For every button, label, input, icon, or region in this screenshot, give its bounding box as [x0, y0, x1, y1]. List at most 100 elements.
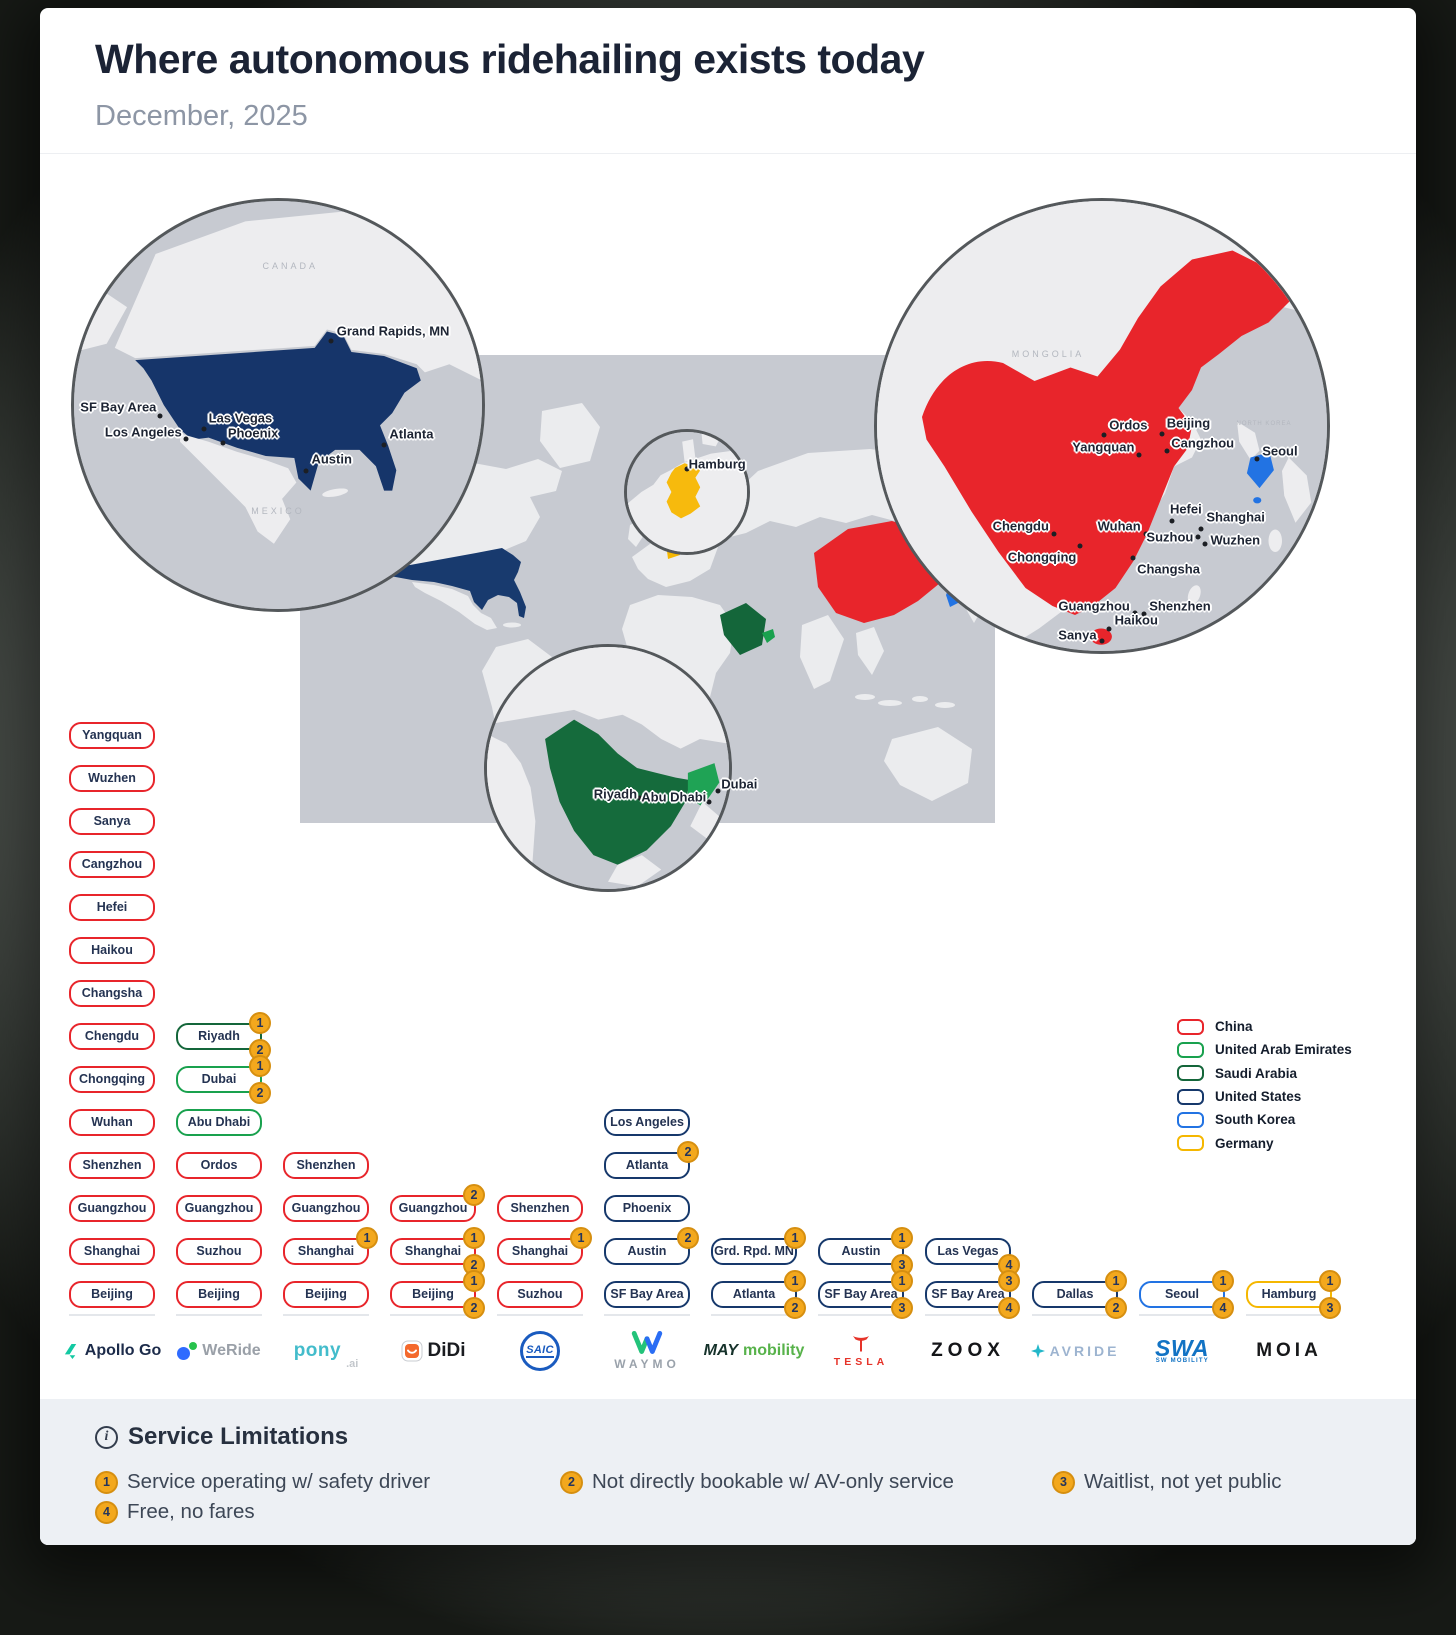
city-badge-wuhan: Wuhan: [69, 1108, 155, 1136]
swa-wrap: SWA SW MOBILITY: [1155, 1337, 1209, 1365]
limitation-chip-4: 4: [1212, 1296, 1234, 1319]
limitation-chip-2: 2: [560, 1470, 583, 1494]
limitation-chip-3: 3: [891, 1296, 913, 1319]
logo-apollo-go-label: Apollo Go: [84, 1342, 162, 1359]
city-label: Yangquan: [1072, 439, 1135, 455]
city-badge-label: Dubai: [201, 1072, 237, 1086]
legend-item-china: China: [1177, 1015, 1352, 1038]
inset-saudi-shape: [545, 719, 691, 865]
city-badge-sf-bay-area: SF Bay Area: [604, 1280, 690, 1308]
city-badge-atlanta: Atlanta 2: [604, 1140, 699, 1179]
city-label: Guangzhou: [1058, 598, 1130, 614]
city-dot-shanghai: [1198, 526, 1204, 532]
logo-apollo-go: Apollo Go: [57, 1322, 167, 1380]
city-dot-ordos: [1101, 432, 1107, 438]
limitation-item-1: 1 Service operating w/ safety driver: [95, 1470, 430, 1494]
city-badge-shanghai: Shanghai 1: [497, 1226, 592, 1265]
limitation-chip-1: 1: [891, 1226, 913, 1249]
city-badge-label: Las Vegas: [937, 1244, 999, 1258]
column-divider: [69, 1314, 155, 1316]
city-badge-hefei: Hefei: [69, 893, 155, 921]
city-dot-haikou: [1106, 626, 1112, 632]
city-badge-label: Austin: [627, 1244, 667, 1258]
city-badge-phoenix: Phoenix: [604, 1194, 690, 1222]
column-divider: [818, 1314, 904, 1316]
city-dot-los-angeles: [183, 436, 189, 442]
limitation-chip-1: 1: [570, 1226, 592, 1249]
city-badge-los-angeles: Los Angeles: [604, 1108, 690, 1136]
limitation-chip-2: 2: [463, 1183, 485, 1206]
limitation-chip-1: 1: [1105, 1269, 1127, 1292]
inset-us-shape: [135, 331, 421, 491]
limitation-chip-2: 2: [249, 1081, 271, 1104]
limitation-chip-2: 2: [784, 1296, 806, 1319]
city-badge-label: Dallas: [1056, 1287, 1094, 1301]
city-badge-label: Guangzhou: [184, 1201, 254, 1215]
city-badge-austin: Austin 1 3: [818, 1226, 913, 1276]
city-dot-wuzhen: [1202, 541, 1208, 547]
legend-label: Germany: [1215, 1135, 1274, 1151]
city-badge-label: Wuhan: [91, 1115, 133, 1129]
logo-tesla: TESLA: [806, 1322, 916, 1380]
city-dot-chongqing: [1077, 543, 1082, 549]
limitation-chip-1: 1: [249, 1054, 271, 1077]
city-badge-shanghai: Shanghai 1: [283, 1226, 378, 1265]
city-badge-seoul: Seoul 1 4: [1139, 1269, 1234, 1319]
city-label: Haikou: [1114, 612, 1158, 628]
city-dot-austin: [303, 468, 309, 474]
logo-pony-ai: pony .ai: [271, 1322, 381, 1380]
legend-item-usa: United States: [1177, 1085, 1352, 1108]
city-badge-haikou: Haikou: [69, 936, 155, 964]
limitation-chip-1: 1: [784, 1269, 806, 1292]
legend-label: South Korea: [1215, 1112, 1296, 1128]
city-label: Chongqing: [1007, 549, 1077, 565]
logo-may-suffix: mobility: [743, 1342, 805, 1359]
limitation-chip-1: 1: [95, 1470, 118, 1494]
limitation-chip-3: 3: [1052, 1470, 1075, 1494]
city-badge-label: Wuzhen: [88, 771, 136, 785]
inset-china: MONGOLIA NORTH KOREA Ordos Beijing Yangquan C…: [874, 198, 1330, 654]
city-badge-label: Shanghai: [511, 1244, 569, 1258]
column-divider: [1032, 1314, 1118, 1316]
logo-weride: WeRide: [164, 1322, 274, 1380]
logo-zoox-label: ZOOX: [931, 1340, 1005, 1361]
city-badge-label: Ordos: [200, 1158, 238, 1172]
legend-label: China: [1215, 1019, 1253, 1035]
logo-saic: SAIC: [485, 1322, 595, 1380]
city-badge-chongqing: Chongqing: [69, 1065, 155, 1093]
city-badge-shenzhen: Shenzhen: [283, 1151, 369, 1179]
city-badge-label: Phoenix: [622, 1201, 672, 1215]
legend-swatch-uae: [1177, 1041, 1204, 1058]
legend-label: Saudi Arabia: [1215, 1065, 1298, 1081]
region-label: NORTH KOREA: [1236, 420, 1292, 427]
inset-uae-shape: [687, 763, 720, 807]
city-badge-label: Shanghai: [404, 1244, 462, 1258]
service-limitations-header: i Service Limitations: [95, 1423, 348, 1451]
city-badge-las-vegas: Las Vegas 4: [925, 1237, 1020, 1276]
city-badge-guangzhou: Guangzhou: [69, 1194, 155, 1222]
legend-swatch-korea: [1177, 1111, 1204, 1128]
logo-saic-label: SAIC: [526, 1344, 554, 1358]
city-badge-label: Chengdu: [84, 1029, 140, 1043]
column-divider: [1139, 1314, 1225, 1316]
city-badge-label: Yangquan: [82, 728, 142, 742]
limitation-chip-2: 2: [1105, 1296, 1127, 1319]
logo-avride: AVRIDE: [1020, 1322, 1130, 1380]
logo-avride-label: AVRIDE: [1049, 1343, 1120, 1359]
city-badge-label: Austin: [841, 1244, 881, 1258]
city-badge-label: Abu Dhabi: [187, 1115, 251, 1129]
limitation-chip-2: 2: [677, 1226, 699, 1249]
city-dot-guangzhou: [1132, 610, 1138, 616]
inset-germany: Hamburg: [624, 429, 750, 555]
legend-item-korea: South Korea: [1177, 1108, 1352, 1131]
column-divider: [283, 1314, 369, 1316]
city-badge-wuzhen: Wuzhen: [69, 764, 155, 792]
limitation-text: Waitlist, not yet public: [1084, 1470, 1282, 1493]
legend-swatch-saudi: [1177, 1065, 1204, 1082]
limitation-chip-3: 3: [998, 1269, 1020, 1292]
city-badge-label: Shanghai: [83, 1244, 141, 1258]
city-badge-label: Changsha: [81, 986, 143, 1000]
tesla-icon: [853, 1336, 869, 1352]
page-subtitle: December, 2025: [95, 100, 308, 132]
city-badge-hamburg: Hamburg 1 3: [1246, 1269, 1341, 1319]
